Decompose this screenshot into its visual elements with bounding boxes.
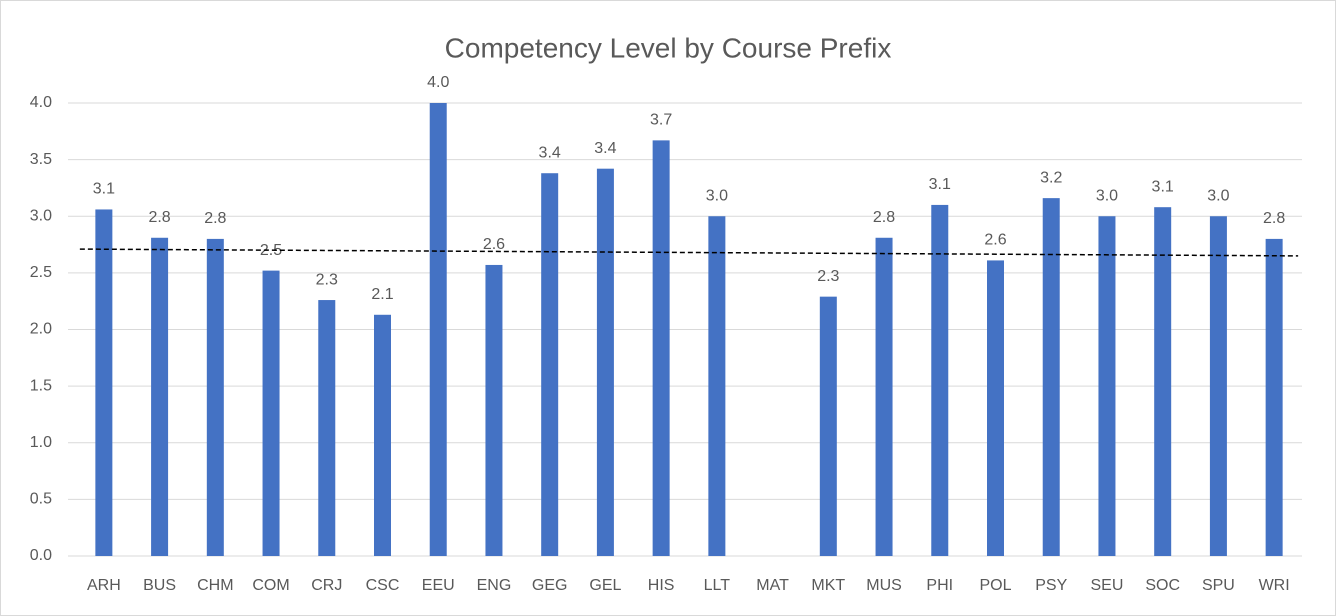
bar: [652, 140, 670, 556]
x-tick-label: CHM: [197, 577, 233, 594]
value-label: 3.7: [650, 112, 672, 129]
value-label: 3.1: [1152, 178, 1174, 195]
bar: [541, 173, 559, 556]
value-label: 2.6: [984, 232, 1006, 249]
x-tick-label: WRI: [1259, 577, 1290, 594]
y-tick-label: 3.0: [30, 207, 52, 224]
y-tick-label: 3.5: [30, 151, 52, 168]
bar: [429, 103, 447, 556]
value-label: 3.0: [706, 187, 728, 204]
bar: [875, 237, 893, 556]
bar: [987, 260, 1004, 556]
value-label: 3.4: [594, 140, 616, 157]
bar: [206, 238, 224, 556]
x-tick-label: SPU: [1202, 577, 1235, 594]
y-tick-label: 4.0: [30, 94, 52, 111]
y-tick-label: 2.0: [30, 321, 52, 338]
x-tick-label: MKT: [811, 577, 845, 594]
bar: [151, 237, 169, 556]
x-tick-label: CRJ: [311, 577, 342, 594]
bar: [95, 209, 113, 556]
x-tick-label: HIS: [648, 577, 675, 594]
value-label: 3.0: [1096, 187, 1118, 204]
bar: [708, 216, 726, 556]
bar: [1265, 238, 1283, 556]
x-tick-label: PHI: [926, 577, 953, 594]
x-tick-label: SEU: [1091, 577, 1124, 594]
value-label: 2.8: [873, 209, 895, 226]
value-label: 2.8: [148, 209, 170, 226]
bar: [596, 168, 614, 556]
y-tick-label: 1.5: [30, 377, 52, 394]
value-label: 2.8: [1263, 210, 1285, 227]
x-tick-label: PSY: [1035, 577, 1067, 594]
value-label: 2.3: [817, 268, 839, 285]
x-tick-label: LLT: [704, 577, 731, 594]
x-tick-label: SOC: [1145, 577, 1180, 594]
bar: [485, 264, 503, 556]
bar: [1209, 216, 1227, 556]
x-tick-label: POL: [979, 577, 1011, 594]
value-label: 2.8: [204, 210, 226, 227]
value-label: 2.1: [371, 286, 393, 303]
value-label: 3.1: [93, 181, 115, 198]
y-tick-label: 0.0: [30, 547, 52, 564]
value-label: 3.0: [1207, 187, 1229, 204]
value-label: 2.5: [260, 242, 282, 259]
trendline: [79, 248, 1299, 257]
x-tick-label: CSC: [366, 577, 400, 594]
value-label: 2.3: [316, 271, 338, 288]
chart-title: Competency Level by Course Prefix: [445, 32, 892, 63]
bar: [318, 300, 336, 556]
bar: [819, 296, 837, 556]
x-tick-label: MAT: [756, 577, 789, 594]
x-tick-label: ENG: [477, 577, 512, 594]
x-tick-label: BUS: [143, 577, 176, 594]
bar: [931, 204, 949, 557]
x-tick-label: GEG: [532, 577, 568, 594]
bar: [1042, 198, 1060, 556]
bar: [1098, 216, 1116, 556]
x-tick-label: ARH: [87, 577, 121, 594]
x-tick-label: MUS: [866, 577, 902, 594]
value-label: 2.6: [483, 236, 505, 253]
y-tick-label: 2.5: [30, 264, 52, 281]
bar: [262, 270, 280, 556]
x-tick-label: GEL: [589, 577, 621, 594]
x-tick-label: COM: [252, 577, 289, 594]
x-tick-label: EEU: [422, 577, 455, 594]
y-tick-label: 1.0: [30, 434, 52, 451]
value-label: 3.1: [929, 176, 951, 193]
value-label: 3.4: [539, 144, 561, 161]
value-label: 4.0: [427, 74, 449, 91]
bar: [374, 314, 391, 556]
value-label: 3.2: [1040, 169, 1062, 186]
y-tick-label: 0.5: [30, 491, 52, 508]
bar: [1154, 207, 1172, 556]
